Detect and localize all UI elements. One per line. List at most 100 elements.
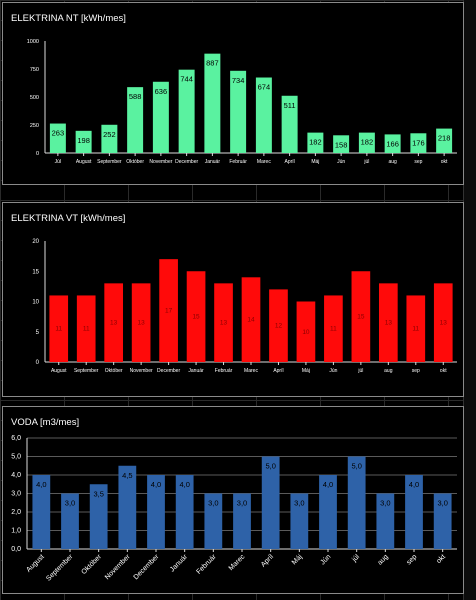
data-label: 11 (83, 326, 90, 333)
data-label: 3,5 (93, 489, 103, 498)
x-tick-label: August (51, 368, 67, 374)
bar (269, 289, 288, 362)
x-tick-label: September (97, 159, 122, 165)
data-label: 11 (330, 326, 337, 333)
chart-panel-voda[interactable]: VODA [m3/mes] 0,0 1,0 2,0 3,0 4,0 5,0 6,0 4,0 Au… (2, 406, 464, 594)
bar (131, 283, 151, 362)
x-tick-label: Jún (319, 553, 332, 566)
y-tick-label: 5 (36, 330, 40, 336)
y-tick-label: 2,0 (11, 509, 21, 516)
data-label: 5,0 (351, 462, 361, 471)
x-tick-label: Jún (329, 368, 337, 374)
x-tick-label: Október (105, 368, 123, 374)
data-label: 4,0 (323, 480, 333, 489)
x-tick-label: Marec (228, 553, 247, 572)
data-label: 166 (386, 139, 399, 148)
bar (410, 133, 427, 153)
data-label: 734 (232, 76, 245, 85)
bar (241, 277, 261, 362)
chart-elektrina-vt: 0 5 10 15 20 11 August 11 September 13 Október 13 No… (32, 239, 457, 374)
data-label: 744 (180, 75, 193, 84)
bar (127, 87, 144, 153)
data-label: 198 (77, 136, 90, 145)
x-tick-label: Apríl (284, 159, 294, 165)
x-tick-label: Marec (244, 368, 258, 374)
bar (261, 456, 280, 549)
data-label: 3,0 (65, 499, 75, 508)
data-label: 887 (206, 59, 219, 68)
x-tick-label: júl (363, 159, 369, 165)
data-label: 511 (284, 101, 296, 110)
bar (32, 475, 51, 549)
bar (186, 271, 206, 362)
bar (255, 77, 272, 153)
data-label: 3,0 (380, 499, 390, 508)
bar (378, 283, 398, 362)
data-label: 4,0 (36, 480, 46, 489)
data-label: 17 (165, 308, 173, 315)
x-tick-label: Júl (55, 159, 61, 165)
data-label: 636 (155, 87, 168, 96)
x-tick-label: aug (377, 553, 390, 566)
bar (347, 456, 366, 549)
bar (296, 301, 316, 362)
x-tick-label: okt (441, 159, 448, 165)
bar (384, 134, 401, 153)
bar (214, 283, 233, 362)
x-tick-label: júl (357, 368, 363, 374)
x-tick-label: júl (350, 553, 361, 564)
data-label: 182 (309, 138, 322, 147)
bar (152, 81, 169, 153)
scrollbar-strip[interactable] (463, 0, 476, 600)
bar (175, 475, 194, 549)
x-tick-label: September (74, 368, 99, 374)
bar (376, 493, 395, 549)
bar (118, 465, 137, 549)
y-tick-label: 6,0 (11, 435, 21, 442)
x-tick-label: Január (188, 368, 204, 374)
chart-title: ELEKTRINA NT [kWh/mes] (11, 13, 126, 24)
x-tick-label: Február (215, 368, 233, 374)
data-label: 14 (247, 317, 255, 324)
x-tick-label: Január (169, 553, 190, 574)
chart-panel-elektrina-vt[interactable]: ELEKTRINA VT [kWh/mes] 0 5 10 15 20 11 August 1… (2, 202, 464, 397)
x-tick-label: aug (388, 159, 397, 165)
y-tick-label: 1,0 (11, 528, 21, 535)
data-label: 13 (138, 320, 146, 327)
chart-panel-elektrina-nt[interactable]: ELEKTRINA NT [kWh/mes] 0 250 500 750 1000 263… (2, 2, 464, 185)
data-label: 588 (129, 92, 142, 101)
data-label: 3,0 (237, 499, 247, 508)
data-label: 11 (412, 326, 419, 333)
x-tick-label: Marec (257, 159, 271, 165)
x-tick-label: Máj (291, 553, 304, 566)
data-label: 4,0 (179, 480, 189, 489)
bar (333, 135, 350, 153)
data-label: 13 (440, 320, 448, 327)
data-label: 3,0 (208, 499, 218, 508)
x-tick-label: Máj (302, 368, 310, 374)
x-tick-label: Február (195, 553, 218, 576)
chart-title: ELEKTRINA VT [kWh/mes] (11, 213, 126, 224)
x-tick-label: okt (440, 368, 447, 374)
data-label: 13 (220, 320, 228, 327)
y-tick-label: 0 (36, 360, 40, 366)
x-tick-label: aug (384, 368, 393, 374)
data-label: 13 (385, 320, 393, 327)
x-tick-label: Apríl (273, 368, 283, 374)
bar (204, 53, 221, 153)
data-label: 182 (361, 138, 374, 147)
x-tick-label: sep (405, 553, 418, 566)
x-tick-label: September (45, 553, 75, 583)
data-label: 218 (438, 134, 451, 143)
x-tick-label: okt (436, 553, 448, 565)
x-tick-label: August (25, 553, 45, 573)
data-label: 4,5 (122, 471, 132, 480)
bar (433, 493, 452, 549)
x-tick-label: December (133, 553, 161, 581)
x-tick-label: sep (412, 368, 420, 374)
chart-voda: 0,0 1,0 2,0 3,0 4,0 5,0 6,0 4,0 August 3,0 Septemb… (11, 435, 457, 583)
bar (101, 124, 118, 153)
data-label: 13 (110, 320, 118, 327)
data-label: 5,0 (265, 462, 275, 471)
data-label: 10 (302, 329, 310, 336)
